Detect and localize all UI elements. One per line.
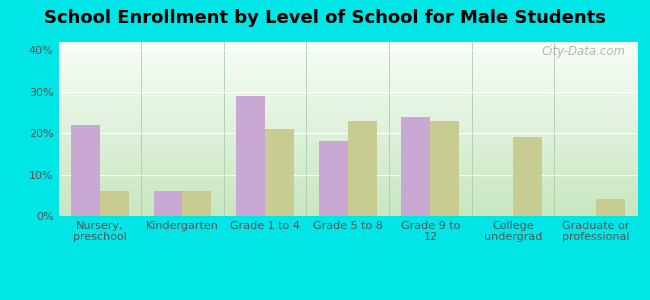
Bar <box>318 141 348 216</box>
Bar <box>513 137 542 216</box>
Bar <box>348 121 377 216</box>
Bar <box>183 191 211 216</box>
Bar <box>595 200 625 216</box>
Bar <box>71 125 100 216</box>
Bar <box>236 96 265 216</box>
Text: School Enrollment by Level of School for Male Students: School Enrollment by Level of School for… <box>44 9 606 27</box>
Bar <box>402 117 430 216</box>
Bar <box>153 191 183 216</box>
Bar <box>430 121 460 216</box>
Text: City-Data.com: City-Data.com <box>541 46 625 59</box>
Bar <box>265 129 294 216</box>
Bar <box>100 191 129 216</box>
